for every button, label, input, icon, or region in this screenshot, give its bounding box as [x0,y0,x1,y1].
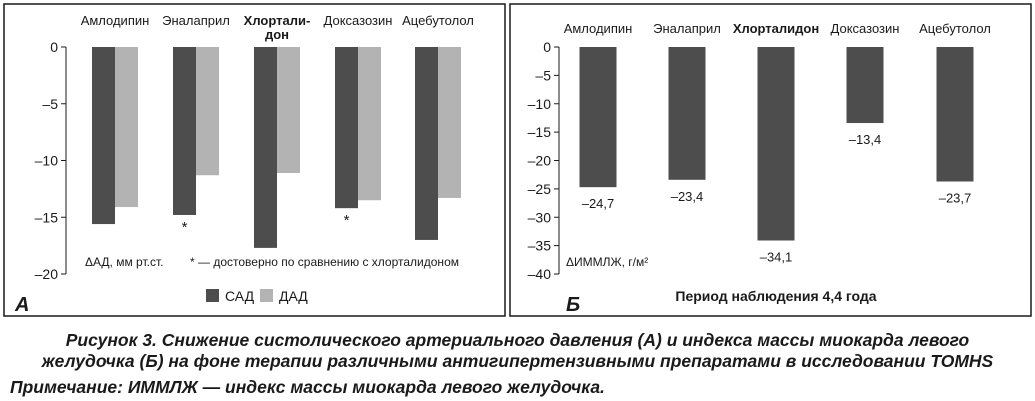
bar-sad [173,47,196,215]
panel-b-y-tick-label: –25 [528,181,552,197]
panel-b-y-tick-label: –5 [535,67,551,83]
panel-a-y-tick-label: –20 [35,266,59,282]
bar-immlzh [668,47,706,180]
legend-swatch-dad [260,289,273,302]
panel-b-frame [509,3,1032,317]
panel-b-category-label: Эналаприл [653,21,721,36]
bar-value-label: –23,4 [671,189,704,204]
bar-dad [438,47,461,198]
bar-sad [415,47,438,240]
panel-a-category-label: Доксазозин [324,13,393,28]
panel-b: 0 –5 –10 –15 –20 –25 –30 –35 –40 –24,7 –23,4 –34,1 –… [509,3,1032,317]
significance-mark: * [344,212,350,229]
panel-a-category-label: Эналаприл [162,13,230,28]
panel-b-category-label: Амлодипин [564,21,633,36]
panel-a-category-label: Ацебутолол [402,13,474,28]
legend-label-sad: САД [225,288,255,304]
bar-dad [115,47,138,208]
panel-b-y-tick-label: –15 [528,124,552,140]
panel-a-y-tick-label: –10 [35,153,59,169]
panel-b-x-axis-title: Период наблюдения 4,4 года [675,288,876,304]
bar-dad [196,47,219,176]
panel-a-y-tick-label: 0 [50,39,58,55]
panel-b-category-label: Хлорталидон [733,21,819,36]
bar-value-label: –24,7 [582,196,615,211]
bar-immlzh [936,47,974,182]
panel-b-y-tick-label: –30 [528,209,552,225]
bar-value-label: –13,4 [849,132,882,147]
panel-b-category-label: Ацебутолол [919,21,991,36]
bar-dad [277,47,300,173]
panel-a-category-label: Хлортали-дон [244,13,311,42]
panel-a-category-label: Амлодипин [81,13,150,28]
bar-immlzh [757,47,795,241]
panel-b-y-tick-label: 0 [543,39,551,55]
significance-mark: * [182,219,188,236]
panel-a-annotation: * — достоверно по сравнению с хлорталидо… [190,255,459,269]
panel-b-y-tick-label: –20 [528,153,552,169]
panel-b-y-tick-label: –35 [528,238,552,254]
bar-value-label: –34,1 [760,250,793,265]
panel-b-category-label: Доксазозин [831,21,900,36]
figure-note: Примечание: ИММЛЖ — индекс массы миокард… [10,377,605,397]
bar-immlzh [846,47,884,124]
figure-caption-line1: Рисунок 3. Снижение систолического артер… [65,330,970,350]
bar-dad [358,47,381,201]
bar-sad [335,47,358,209]
figure-caption-line2: желудочка (Б) на фоне терапии различными… [41,351,994,371]
panel-b-y-tick-label: –10 [528,96,552,112]
panel-a-label: А [14,294,29,316]
panel-b-y-axis-title: ΔИММЛЖ, г/м² [566,255,648,269]
panel-b-label: Б [566,294,580,316]
panel-a-y-tick-label: –5 [42,96,58,112]
panel-a-y-tick-label: –15 [35,209,59,225]
panel-a-frame [3,3,506,317]
legend-label-dad: ДАД [279,288,308,304]
bar-value-label: –23,7 [939,190,972,205]
panel-a-y-axis-title: ΔАД, мм рт.ст. [85,255,163,269]
bar-immlzh [579,47,617,188]
bar-sad [254,47,277,248]
bar-sad [92,47,115,225]
panel-b-y-tick-label: –40 [528,266,552,282]
panel-a: 0 –5 –10 –15 –20 * * Амлодипин Эналаприл Хлортали… [3,3,506,317]
legend-swatch-sad [206,289,219,302]
